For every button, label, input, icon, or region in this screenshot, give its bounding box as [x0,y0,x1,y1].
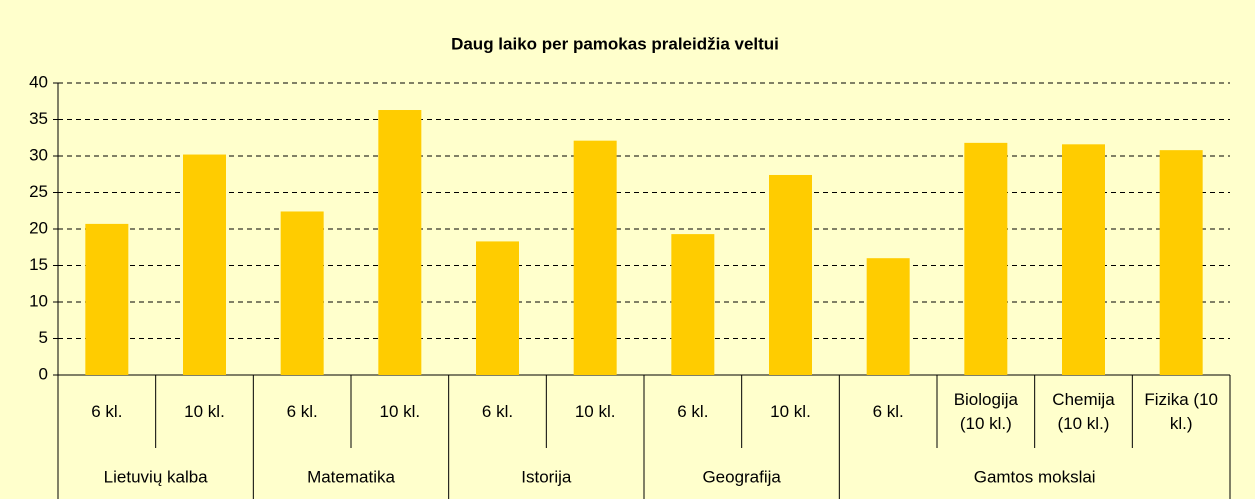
x-tick-label: Fizika (10 kl.) [1144,390,1218,433]
group-label: Gamtos mokslai [974,467,1096,486]
x-tick-label: 10 kl. [379,402,421,421]
bar [476,241,519,375]
x-tick-label: 10 kl. [574,402,616,421]
x-tick-label: Biologija (10 kl.) [953,390,1018,433]
x-tick-label: 6 kl. [677,402,709,421]
group-label: Lietuvių kalba [104,467,209,486]
y-tick-label: 5 [39,328,48,347]
x-tick-label: 6 kl. [481,402,514,421]
bar [769,174,812,375]
bar [573,140,617,375]
y-tick-label: 25 [29,182,48,201]
y-tick-label: 0 [39,364,48,383]
x-tick-label: 10 kl. [184,402,225,421]
y-tick-label: 20 [29,218,48,237]
y-tick-label: 30 [29,145,48,164]
group-label: Matematika [307,467,395,486]
bar [1159,150,1203,375]
bar [280,211,324,375]
y-tick-label: 10 [29,291,48,310]
x-tick-label: 6 kl. [91,402,123,421]
bar [866,258,910,375]
y-tick-label: 15 [29,255,48,274]
x-tick-label: 6 kl. [872,402,904,421]
chart-title: Daug laiko per pamokas praleidžia veltui [451,34,779,53]
bar [671,234,715,375]
y-tick-label: 40 [29,72,48,91]
group-label: Geografija [702,467,781,486]
group-label: Istorija [521,467,572,486]
x-tick-label: Chemija (10 kl.) [1052,390,1115,433]
y-tick-label: 35 [29,109,48,128]
x-tick-label: 10 kl. [770,402,811,421]
bar [378,110,422,375]
bar [964,142,1008,375]
bar [85,223,129,375]
bar [183,154,226,375]
bar [1062,144,1105,375]
x-tick-label: 6 kl. [286,402,318,421]
